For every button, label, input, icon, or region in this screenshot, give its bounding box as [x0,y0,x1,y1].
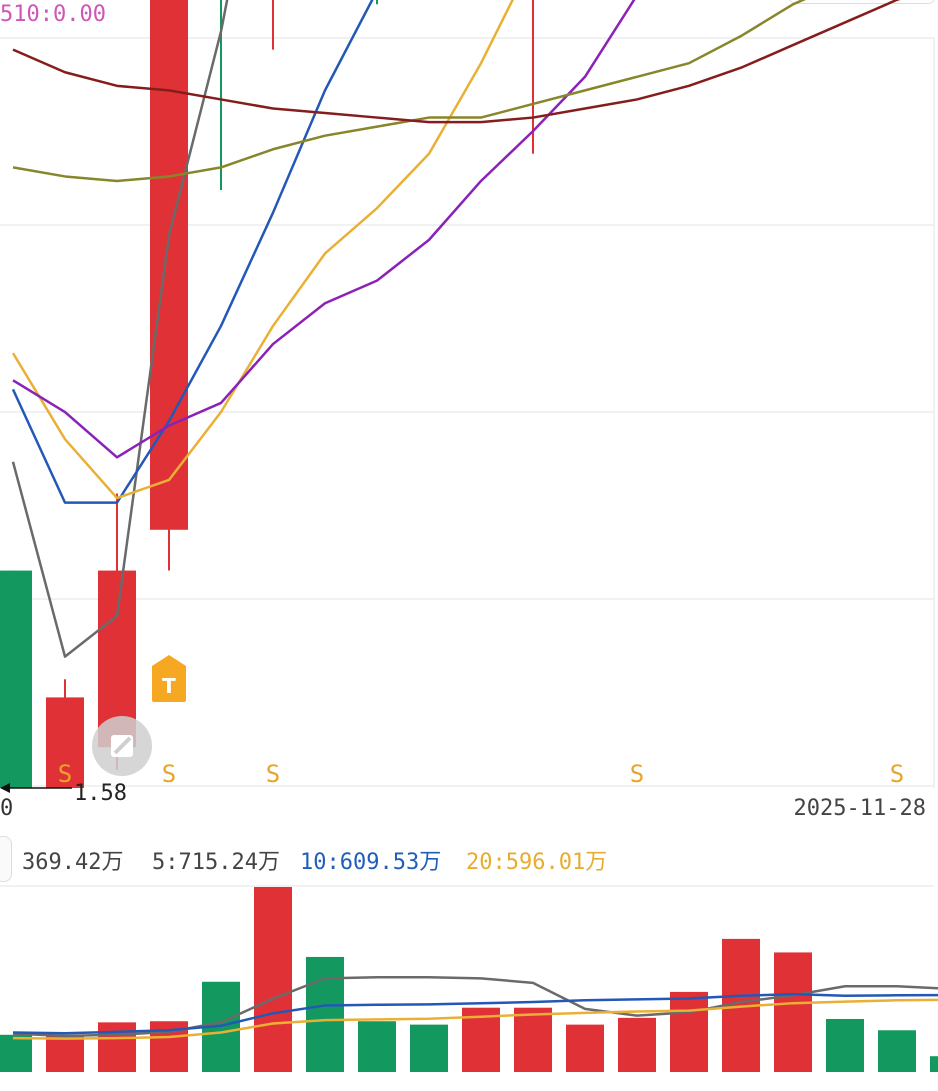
pencil-icon-stroke [113,736,132,755]
volume-bar [774,952,812,1072]
candle-body [46,697,84,788]
volume-ma20-value: 20:596.01万 [466,850,608,875]
volume-bar [0,1034,32,1072]
volume-bar [618,1017,656,1072]
low-price-label: 1.58 [74,781,127,806]
candle-body [150,0,188,530]
volume-bar [410,1024,448,1072]
volume-bar [670,991,708,1072]
ma-line-ma5 [11,0,229,658]
volume-bar [566,1024,604,1072]
volume-toggle-button[interactable] [0,836,12,882]
s-signal-marker: S [162,760,176,788]
ma-line-ma120 [12,0,901,124]
volume-bar [930,1056,938,1072]
volume-bar [358,1021,396,1072]
volume-bar [306,956,344,1072]
volume-bar [254,887,292,1072]
t-badge-label: T [162,674,176,698]
s-signal-marker: S [890,760,904,788]
s-signal-marker: S [630,760,644,788]
volume-ma-line-ma20 [12,998,938,1040]
ma-line-ma10 [11,0,374,504]
volume-bar [514,1007,552,1072]
volume-bar [826,1018,864,1072]
low-pointer-arrow [0,783,10,793]
volume-ma5-value: 5:715.24万 [152,850,280,875]
volume-bar [46,1035,84,1072]
volume-bar [98,1022,136,1072]
start-date-label: 0 [0,796,14,821]
volume-value: 369.42万 [22,850,124,875]
volume-ma10-value: 10:609.53万 [300,850,442,875]
ma-line-ma20 [11,0,514,500]
ma-line-ma30 [12,0,636,459]
t-badge [152,655,186,702]
s-signal-marker: S [58,760,72,788]
volume-bar [878,1030,916,1072]
end-date-label: 2025-11-28 [793,796,926,821]
ma-line-ma60 [12,0,807,183]
volume-ma-line-ma10 [12,992,938,1035]
s-signal-marker: S [266,760,280,788]
ma-readout: 510:0.00 [0,2,106,27]
candle-body [0,570,32,788]
